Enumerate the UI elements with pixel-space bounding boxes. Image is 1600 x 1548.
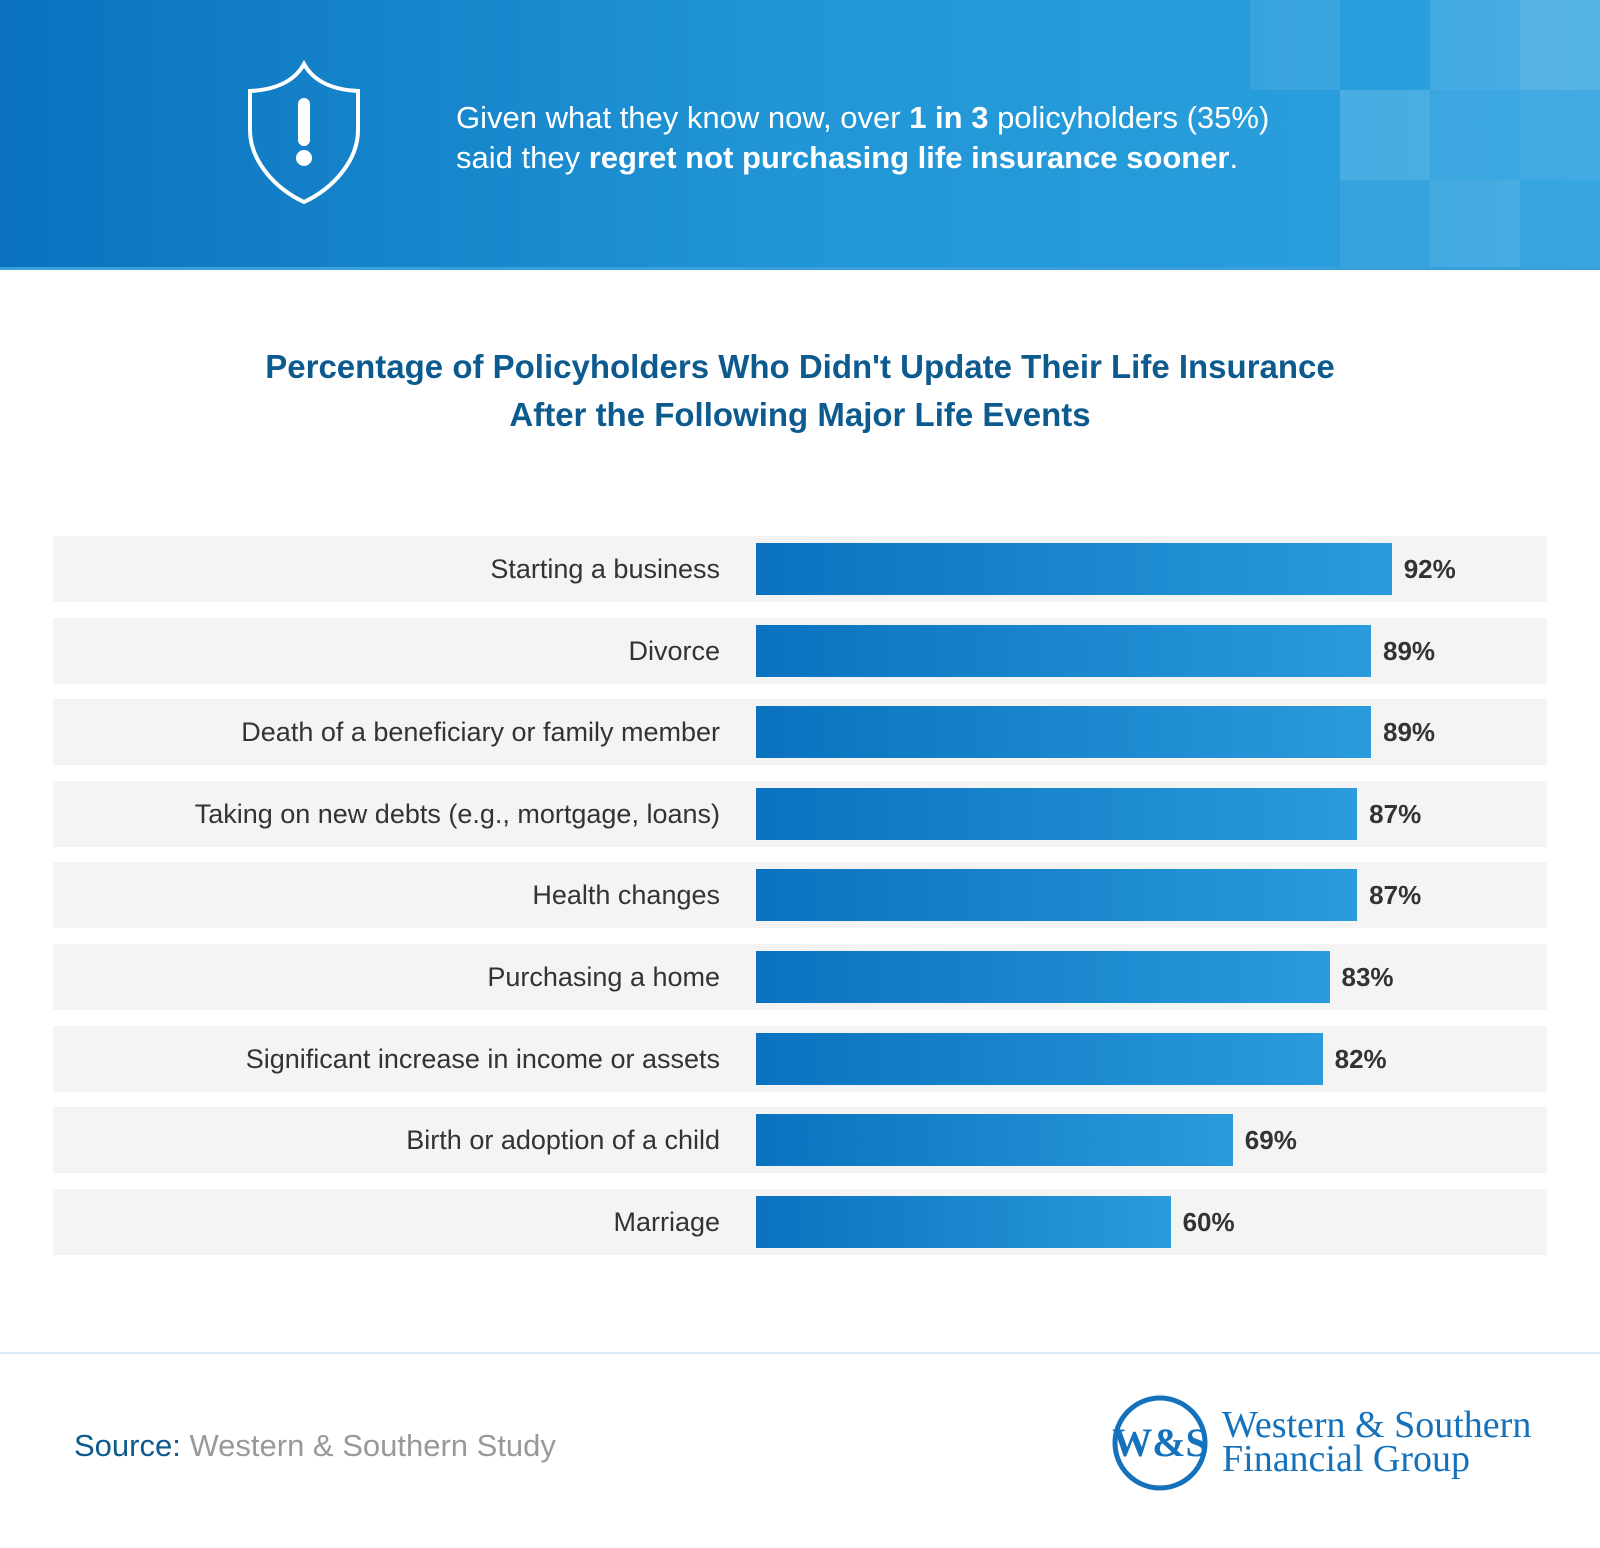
bar xyxy=(756,951,1330,1003)
category-label: Birth or adoption of a child xyxy=(406,1125,720,1156)
source-note: Source: Western & Southern Study xyxy=(74,1428,556,1463)
bar xyxy=(756,1195,1171,1248)
bar xyxy=(756,869,1358,922)
bar xyxy=(756,1114,1233,1167)
category-label: Starting a business xyxy=(490,554,720,584)
value-label: 60% xyxy=(1182,1206,1235,1237)
category-label: Health changes xyxy=(532,880,720,911)
value-label: 69% xyxy=(1244,1125,1297,1156)
bar xyxy=(756,706,1371,759)
category-label: Death of a beneficiary or family member xyxy=(241,717,720,748)
bar xyxy=(756,543,1392,595)
value-label: 87% xyxy=(1369,880,1422,911)
headline-text: Given what they know now, over 1 in 3 po… xyxy=(456,100,1270,175)
value-label: 82% xyxy=(1334,1043,1387,1074)
svg-text:W&S: W&S xyxy=(1112,1420,1208,1465)
bar xyxy=(756,624,1371,677)
value-label: 89% xyxy=(1382,717,1436,748)
chart-title: Percentage of Policyholders Who Didn't U… xyxy=(265,348,1335,433)
value-label: 92% xyxy=(1403,554,1456,584)
category-label: Purchasing a home xyxy=(487,962,720,992)
shield-exclamation-icon xyxy=(248,60,360,205)
value-label: 83% xyxy=(1341,962,1394,992)
category-label: Significant increase in income or assets xyxy=(245,1043,720,1074)
company-logo: W&S xyxy=(1112,1395,1208,1491)
category-label: Taking on new debts (e.g., mortgage, loa… xyxy=(194,798,720,829)
value-label: 89% xyxy=(1382,635,1436,666)
bar xyxy=(756,787,1358,840)
divider xyxy=(0,1352,1600,1354)
header-banner: Given what they know now, over 1 in 3 po… xyxy=(0,0,1600,270)
category-label: Marriage xyxy=(613,1206,720,1237)
bar xyxy=(756,1032,1323,1085)
company-name: Western & Southern Financial Group xyxy=(1222,1404,1532,1480)
category-label: Divorce xyxy=(628,635,720,666)
value-label: 87% xyxy=(1369,798,1422,829)
